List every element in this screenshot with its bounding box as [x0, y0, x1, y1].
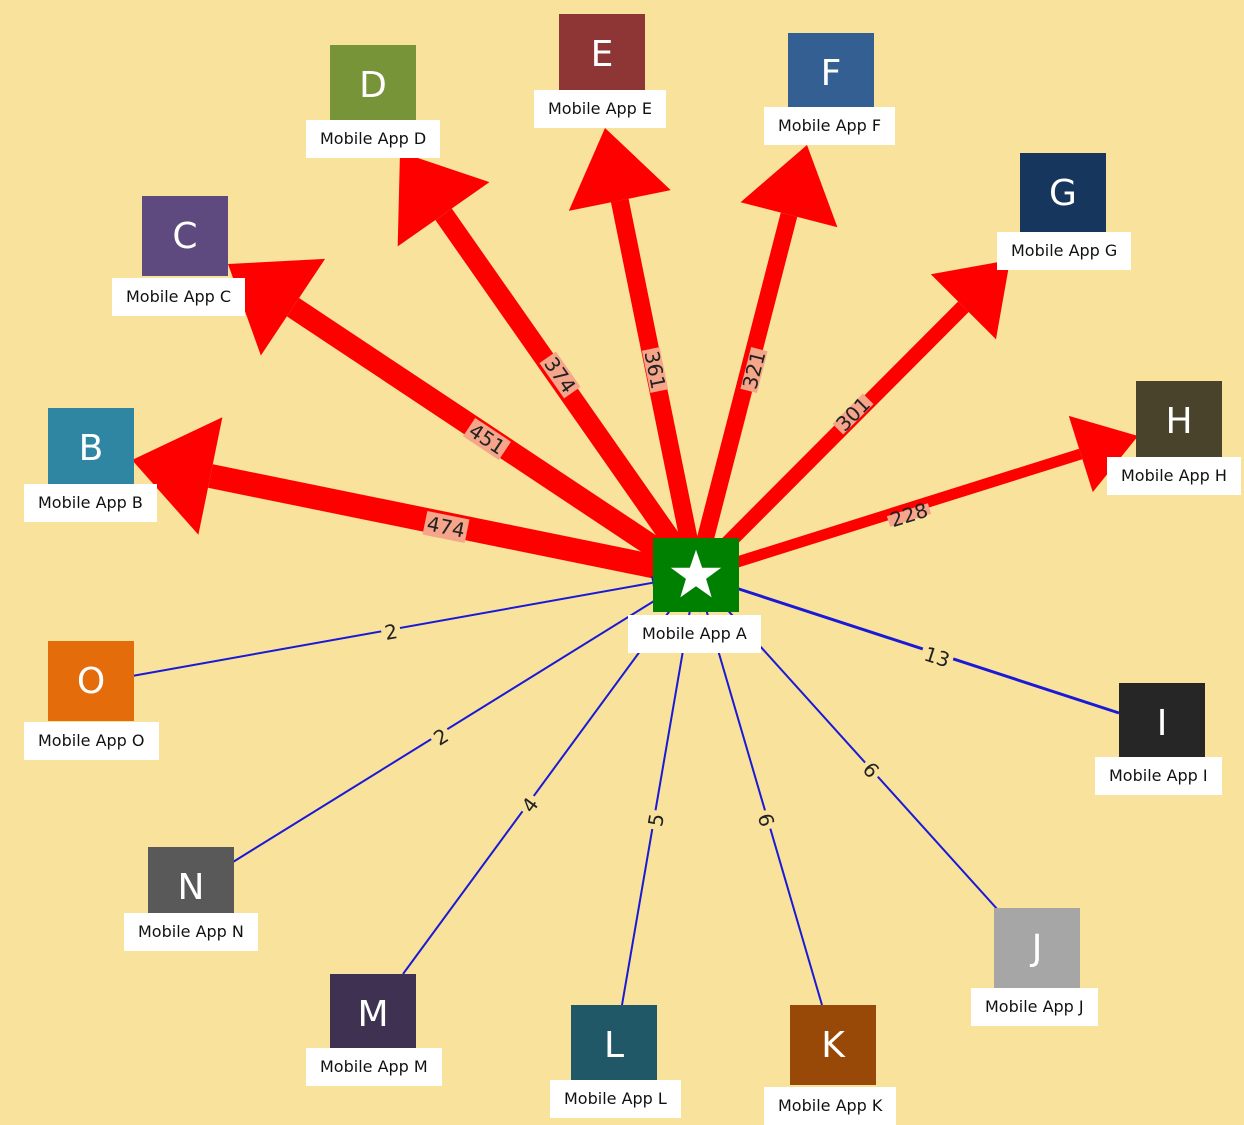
edge-e-arrowhead	[568, 128, 671, 211]
edge-l-value: 5	[643, 812, 669, 829]
node-label-j: Mobile App J	[971, 988, 1098, 1026]
edge-f-line	[687, 212, 798, 578]
node-label-h: Mobile App H	[1107, 457, 1241, 495]
edge-o-value: 2	[383, 619, 400, 645]
edge-l-label-bg	[645, 809, 667, 831]
edge-j-line	[720, 601, 999, 911]
node-label-l: Mobile App L	[550, 1080, 681, 1118]
edge-f-value: 321	[738, 349, 771, 392]
edge-e: 361	[568, 128, 705, 577]
node-label-m: Mobile App M	[306, 1048, 442, 1086]
edge-c-label-bg	[463, 417, 511, 461]
node-tile-l: L	[571, 1005, 657, 1085]
edge-h: 228	[694, 415, 1138, 581]
edge-g-label-bg	[832, 393, 874, 435]
node-label-k: Mobile App K	[764, 1087, 897, 1125]
node-tile-i: I	[1119, 683, 1205, 763]
edge-i-label-bg	[918, 643, 956, 671]
node-label-n: Mobile App N	[124, 913, 258, 951]
node-label-b: Mobile App B	[24, 484, 157, 522]
edge-h-value: 228	[887, 498, 931, 532]
node-tile-k: K	[790, 1005, 876, 1085]
center-label: Mobile App A	[628, 615, 761, 653]
edge-c-arrowhead	[228, 258, 326, 356]
edge-h-arrowhead	[1068, 415, 1138, 493]
node-tile-j: J	[994, 908, 1080, 988]
edge-f-label-bg	[740, 347, 768, 393]
node-tile-e: E	[559, 14, 645, 94]
edge-c: 451	[228, 258, 703, 585]
edge-m-label-bg	[517, 792, 543, 818]
edge-i: 13	[721, 579, 1120, 715]
node-label-f: Mobile App F	[764, 107, 896, 145]
edge-o-label-bg	[380, 621, 402, 643]
edge-f: 321	[687, 145, 838, 578]
edge-h-label-bg	[886, 503, 932, 527]
edge-h-line	[694, 448, 1083, 581]
edge-m-line	[402, 606, 674, 975]
edge-e-value: 361	[639, 349, 670, 391]
node-tile-o: O	[48, 641, 134, 721]
edge-g-arrowhead	[930, 260, 1010, 340]
edge-g: 301	[690, 260, 1010, 581]
node-tile-f: F	[788, 33, 874, 113]
node-label-g: Mobile App G	[997, 232, 1132, 270]
star-icon	[670, 549, 722, 598]
edge-f-arrowhead	[740, 145, 838, 228]
edge-b-label-bg	[422, 510, 470, 544]
edge-b-arrowhead	[132, 417, 223, 535]
node-label-o: Mobile App O	[24, 722, 159, 760]
edge-d-line	[435, 208, 705, 581]
edge-j: 6	[714, 595, 999, 911]
edge-k: 6	[699, 600, 823, 1006]
edge-n: 2	[232, 591, 669, 863]
center-tile	[653, 538, 739, 612]
edge-k-label-bg	[754, 808, 778, 832]
node-tile-h: H	[1136, 381, 1222, 461]
node-label-e: Mobile App E	[534, 90, 667, 128]
edge-k-line	[705, 610, 823, 1006]
node-label-d: Mobile App D	[306, 120, 441, 158]
node-label-c: Mobile App C	[112, 278, 246, 316]
edge-g-line	[690, 301, 969, 581]
edge-j-label-bg	[857, 756, 885, 784]
node-label-i: Mobile App I	[1095, 757, 1222, 795]
edge-o: 2	[131, 575, 663, 677]
node-tile-c: C	[142, 196, 228, 276]
node-tile-g: G	[1020, 153, 1106, 233]
edge-l-line	[621, 610, 691, 1006]
node-tile-d: D	[330, 45, 416, 125]
edge-d: 374	[397, 152, 705, 581]
node-tile-b: B	[48, 408, 134, 488]
node-tile-m: M	[330, 974, 416, 1054]
edge-e-label-bg	[641, 347, 669, 393]
edge-d-label-bg	[539, 351, 581, 399]
edge-n-label-bg	[428, 724, 454, 750]
edge-d-arrowhead	[397, 152, 490, 247]
